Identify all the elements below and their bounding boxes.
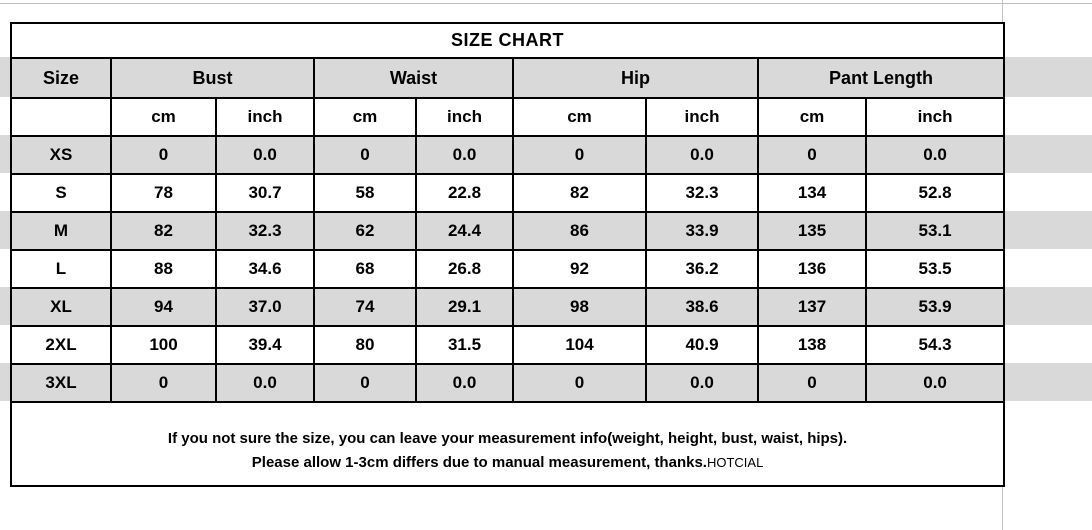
group-header-row: Size Bust Waist Hip Pant Length <box>12 59 1006 99</box>
unit-header-empty-cell <box>12 99 112 137</box>
measurement-cell: 32.3 <box>647 175 759 213</box>
measurement-cell: 24.4 <box>417 213 514 251</box>
measurement-cell: 33.9 <box>647 213 759 251</box>
measurement-cell: 53.5 <box>867 251 1006 289</box>
table-row-2xl: 2XL 100 39.4 80 31.5 104 40.9 138 54.3 <box>12 327 1006 365</box>
measurement-cell: 0 <box>112 137 217 175</box>
size-label-cell: 2XL <box>12 327 112 365</box>
footer-note: If you not sure the size, you can leave … <box>12 403 1006 487</box>
footer-note-line2: Please allow 1-3cm differs due to manual… <box>251 454 707 471</box>
measurement-cell: 138 <box>759 327 867 365</box>
measurement-cell: 137 <box>759 289 867 327</box>
measurement-cell: 74 <box>315 289 417 327</box>
brand-text: HOTCIAL <box>706 455 764 470</box>
measurement-cell: 34.6 <box>217 251 315 289</box>
group-header-waist: Waist <box>315 59 514 99</box>
measurement-cell: 100 <box>112 327 217 365</box>
measurement-cell: 26.8 <box>417 251 514 289</box>
group-header-hip: Hip <box>514 59 759 99</box>
chart-title: SIZE CHART <box>12 24 1006 59</box>
table-row-m: M 82 32.3 62 24.4 86 33.9 135 53.1 <box>12 213 1006 251</box>
size-chart-table: SIZE CHART Size Bust Waist Hip Pant Leng… <box>10 22 1006 487</box>
table-row-s: S 78 30.7 58 22.8 82 32.3 134 52.8 <box>12 175 1006 213</box>
measurement-cell: 0.0 <box>867 137 1006 175</box>
measurement-cell: 29.1 <box>417 289 514 327</box>
unit-header-cell: cm <box>315 99 417 137</box>
measurement-cell: 82 <box>514 175 647 213</box>
measurement-cell: 136 <box>759 251 867 289</box>
unit-header-cell: inch <box>867 99 1006 137</box>
measurement-cell: 31.5 <box>417 327 514 365</box>
measurement-cell: 0 <box>315 137 417 175</box>
size-label-cell: XL <box>12 289 112 327</box>
measurement-cell: 0 <box>759 365 867 403</box>
measurement-cell: 94 <box>112 289 217 327</box>
measurement-cell: 78 <box>112 175 217 213</box>
measurement-cell: 38.6 <box>647 289 759 327</box>
measurement-cell: 98 <box>514 289 647 327</box>
unit-header-cell: cm <box>514 99 647 137</box>
size-label-cell: L <box>12 251 112 289</box>
measurement-cell: 82 <box>112 213 217 251</box>
measurement-cell: 0 <box>315 365 417 403</box>
unit-header-cell: inch <box>647 99 759 137</box>
group-header-pant-length: Pant Length <box>759 59 1006 99</box>
footer-note-row: If you not sure the size, you can leave … <box>12 403 1006 487</box>
measurement-cell: 0.0 <box>647 137 759 175</box>
unit-header-row: cm inch cm inch cm inch cm inch <box>12 99 1006 137</box>
table-row-xl: XL 94 37.0 74 29.1 98 38.6 137 53.9 <box>12 289 1006 327</box>
group-header-size: Size <box>12 59 112 99</box>
measurement-cell: 88 <box>112 251 217 289</box>
measurement-cell: 36.2 <box>647 251 759 289</box>
measurement-cell: 53.1 <box>867 213 1006 251</box>
size-label-cell: M <box>12 213 112 251</box>
measurement-cell: 0.0 <box>217 365 315 403</box>
measurement-cell: 0 <box>514 137 647 175</box>
measurement-cell: 134 <box>759 175 867 213</box>
measurement-cell: 0.0 <box>417 137 514 175</box>
measurement-cell: 0 <box>112 365 217 403</box>
size-label-cell: XS <box>12 137 112 175</box>
group-header-bust: Bust <box>112 59 315 99</box>
table-row-xs: XS 0 0.0 0 0.0 0 0.0 0 0.0 <box>12 137 1006 175</box>
size-label-cell: S <box>12 175 112 213</box>
table-row-3xl: 3XL 0 0.0 0 0.0 0 0.0 0 0.0 <box>12 365 1006 403</box>
measurement-cell: 0.0 <box>867 365 1006 403</box>
measurement-cell: 22.8 <box>417 175 514 213</box>
measurement-cell: 135 <box>759 213 867 251</box>
measurement-cell: 53.9 <box>867 289 1006 327</box>
measurement-cell: 54.3 <box>867 327 1006 365</box>
title-row: SIZE CHART <box>12 24 1006 59</box>
measurement-cell: 58 <box>315 175 417 213</box>
unit-header-cell: inch <box>217 99 315 137</box>
unit-header-cell: inch <box>417 99 514 137</box>
measurement-cell: 37.0 <box>217 289 315 327</box>
measurement-cell: 40.9 <box>647 327 759 365</box>
measurement-cell: 104 <box>514 327 647 365</box>
measurement-cell: 0.0 <box>217 137 315 175</box>
unit-header-cell: cm <box>759 99 867 137</box>
measurement-cell: 0 <box>514 365 647 403</box>
measurement-cell: 68 <box>315 251 417 289</box>
measurement-cell: 0.0 <box>417 365 514 403</box>
footer-note-line2-wrap: Please allow 1-3cm differs due to manual… <box>12 451 1003 475</box>
measurement-cell: 0.0 <box>647 365 759 403</box>
measurement-cell: 0 <box>759 137 867 175</box>
measurement-cell: 32.3 <box>217 213 315 251</box>
measurement-cell: 86 <box>514 213 647 251</box>
unit-header-cell: cm <box>112 99 217 137</box>
size-label-cell: 3XL <box>12 365 112 403</box>
table-row-l: L 88 34.6 68 26.8 92 36.2 136 53.5 <box>12 251 1006 289</box>
measurement-cell: 62 <box>315 213 417 251</box>
footer-note-line1: If you not sure the size, you can leave … <box>167 430 848 447</box>
measurement-cell: 39.4 <box>217 327 315 365</box>
measurement-cell: 30.7 <box>217 175 315 213</box>
measurement-cell: 92 <box>514 251 647 289</box>
top-gridline <box>0 3 1092 4</box>
measurement-cell: 52.8 <box>867 175 1006 213</box>
measurement-cell: 80 <box>315 327 417 365</box>
